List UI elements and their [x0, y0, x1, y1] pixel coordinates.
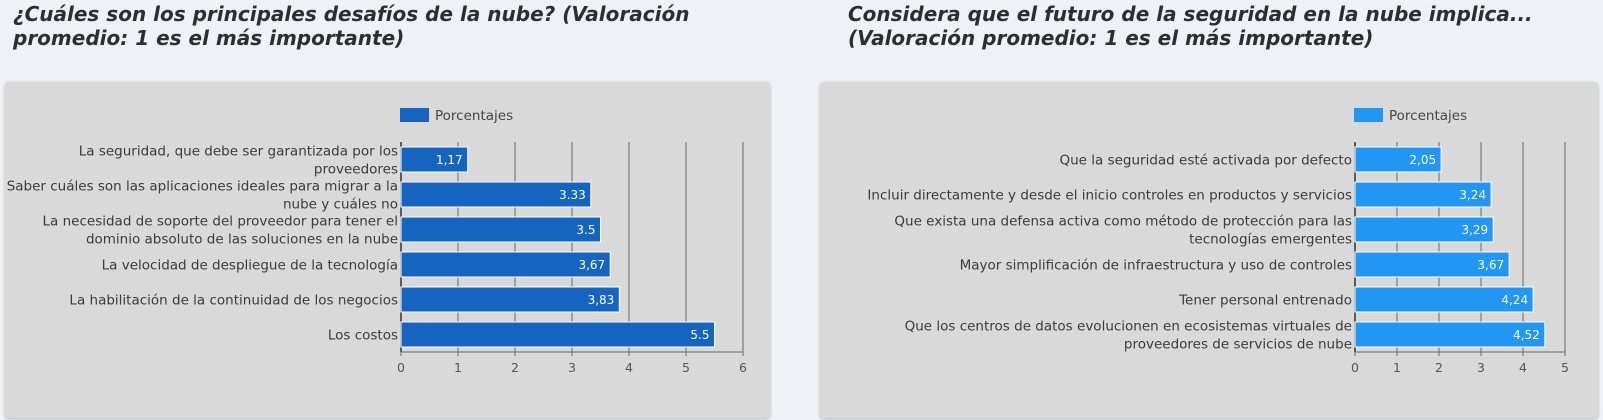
x-tick-label: 6	[739, 360, 747, 375]
category-label: La velocidad de despliegue de la tecnolo…	[102, 258, 398, 274]
bar	[400, 251, 611, 278]
bar	[400, 146, 469, 173]
x-tick-label: 5	[682, 360, 690, 375]
bar-value-label: 3,24	[1459, 188, 1486, 202]
category-label: Que la seguridad esté activada por defec…	[1059, 153, 1352, 169]
x-tick-label: 4	[1519, 360, 1527, 375]
bar-value-label: 4,52	[1513, 328, 1540, 342]
chart-card-right: 0 1 2 3 4 5 2,05 Que la seguridad esté activada…	[820, 82, 1598, 418]
bar	[1354, 216, 1494, 243]
category-label: tecnologías emergentes	[1189, 232, 1352, 248]
legend-swatch	[400, 108, 429, 122]
x-tick-label: 4	[625, 360, 633, 375]
x-tick-label: 3	[1477, 360, 1485, 375]
chart-title-right: Considera que el futuro de la seguridad …	[848, 2, 1533, 50]
legend-label: Porcentajes	[435, 108, 513, 124]
bar-value-label: 3.5	[576, 223, 595, 237]
bar	[400, 321, 715, 348]
bar-value-label: 3.33	[559, 188, 586, 202]
category-label: Mayor simplificación de infraestructura …	[960, 258, 1352, 274]
bar	[1354, 146, 1442, 173]
category-label: La necesidad de soporte del proveedor pa…	[43, 214, 398, 230]
bar	[1354, 251, 1510, 278]
x-tick-label: 0	[1351, 360, 1359, 375]
bar-value-label: 3,67	[1477, 258, 1504, 272]
category-label: proveedores	[314, 162, 398, 178]
bar	[1354, 286, 1534, 313]
category-label: Que exista una defensa activa como métod…	[894, 214, 1352, 230]
category-label: Saber cuáles son las aplicaciones ideale…	[7, 179, 398, 195]
bar-value-label: 5.5	[690, 328, 709, 342]
bar-value-label: 4,24	[1501, 293, 1528, 307]
bar	[1354, 321, 1546, 348]
legend-label: Porcentajes	[1389, 108, 1467, 124]
legend-swatch	[1354, 108, 1383, 122]
category-label: Incluir directamente y desde el inicio c…	[867, 188, 1352, 204]
category-label: La seguridad, que debe ser garantizada p…	[79, 144, 398, 160]
bar	[400, 216, 601, 243]
bar-value-label: 3,83	[588, 293, 615, 307]
chart-card-left: 0 1 2 3 4 5 6 1,17 La seguridad, que debe ser ga…	[5, 82, 770, 418]
chart-title-left: ¿Cuáles son los principales desafíos de …	[13, 2, 690, 50]
x-tick-label: 2	[1435, 360, 1443, 375]
bar-value-label: 3,29	[1461, 223, 1488, 237]
chart-right-svg: 0 1 2 3 4 5 2,05 Que la seguridad esté activada…	[867, 108, 1569, 375]
x-tick-label: 1	[454, 360, 462, 375]
category-label: Los costos	[328, 328, 398, 344]
category-label: dominio absoluto de las soluciones en la…	[86, 232, 398, 248]
category-label: La habilitación de la continuidad de los…	[69, 293, 398, 309]
bar-value-label: 3,67	[578, 258, 605, 272]
x-tick-label: 3	[568, 360, 576, 375]
x-tick-label: 5	[1561, 360, 1569, 375]
category-label: Tener personal entrenado	[1178, 293, 1352, 309]
category-label: proveedores de servicios de nube	[1124, 337, 1352, 353]
bar	[400, 181, 592, 208]
bar-value-label: 1,17	[436, 153, 463, 167]
x-tick-label: 1	[1393, 360, 1401, 375]
bar	[400, 286, 620, 313]
bar-value-label: 2,05	[1409, 153, 1436, 167]
x-tick-label: 0	[397, 360, 405, 375]
bar	[1354, 181, 1492, 208]
category-label: Que los centros de datos evolucionen en …	[905, 319, 1352, 335]
category-label: nube y cuáles no	[283, 197, 398, 213]
x-tick-label: 2	[511, 360, 519, 375]
chart-left-svg: 0 1 2 3 4 5 6 1,17 La seguridad, que debe ser ga…	[7, 108, 747, 375]
